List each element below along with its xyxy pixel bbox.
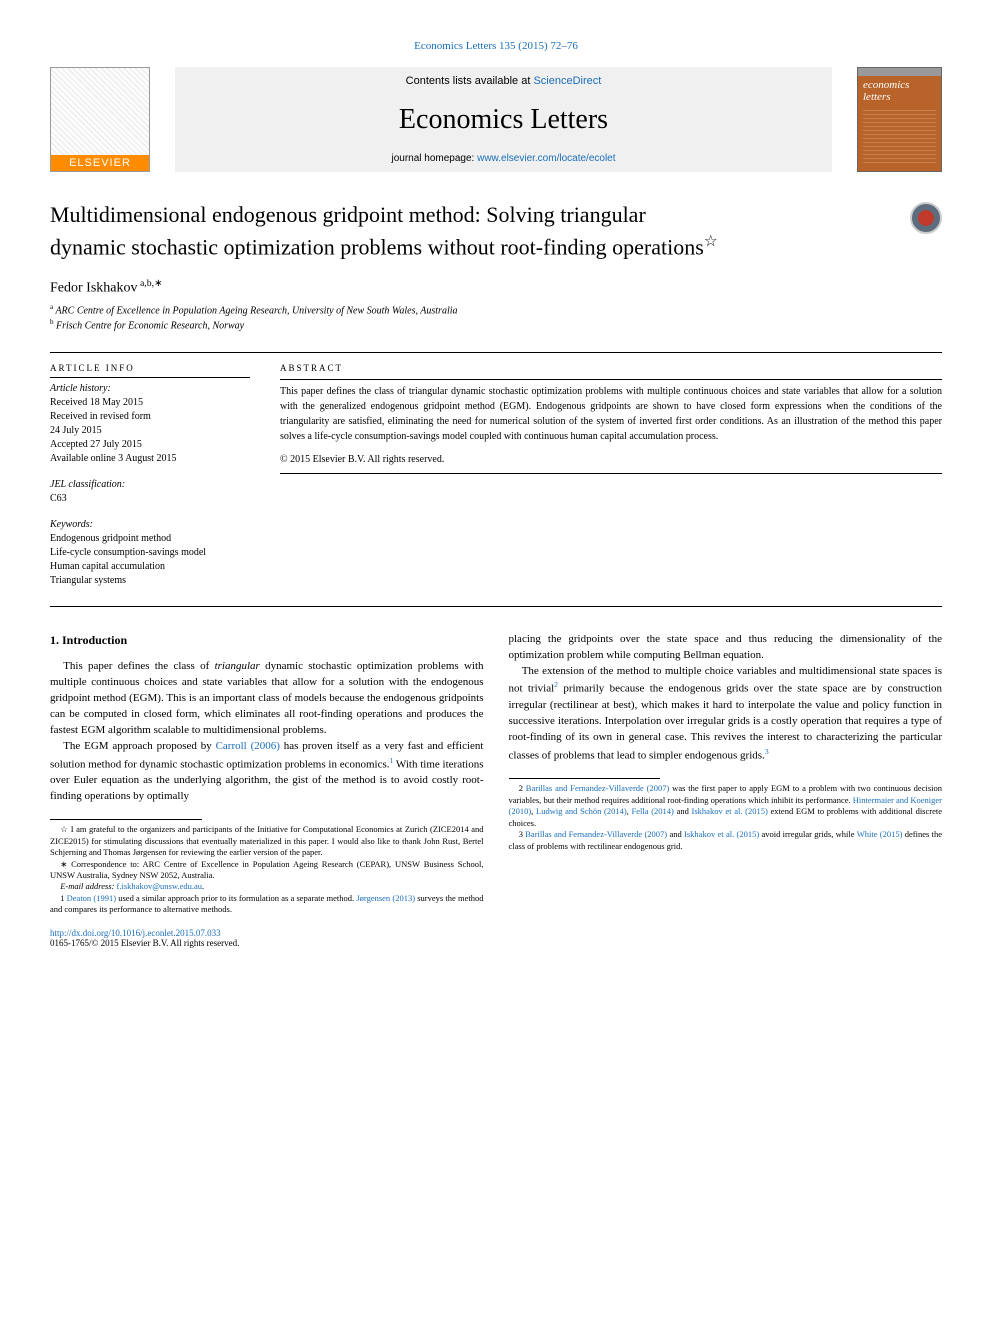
corr-footnote: ∗ Correspondence to: ARC Centre of Excel… bbox=[50, 859, 484, 882]
meta-row: ARTICLE INFO Article history: Received 1… bbox=[50, 363, 942, 588]
received-date: Received 18 May 2015 bbox=[50, 396, 250, 410]
article-info: ARTICLE INFO Article history: Received 1… bbox=[50, 363, 250, 588]
ref-iskhakov[interactable]: Iskhakov et al. (2015) bbox=[692, 806, 768, 816]
cover-lines bbox=[863, 107, 936, 166]
ref-ludwig[interactable]: Ludwig and Schön (2014) bbox=[536, 806, 627, 816]
ref-barillas[interactable]: Barillas and Fernandez-Villaverde (2007) bbox=[526, 783, 670, 793]
author-affil-marks: a,b,∗ bbox=[138, 278, 163, 289]
homepage-line: journal homepage: www.elsevier.com/locat… bbox=[391, 153, 615, 164]
info-divider bbox=[50, 377, 250, 378]
footnote-sep-left bbox=[50, 819, 202, 820]
banner-center: Contents lists available at ScienceDirec… bbox=[175, 67, 832, 172]
title-block: Multidimensional endogenous gridpoint me… bbox=[50, 202, 942, 334]
elsevier-logo-text: ELSEVIER bbox=[51, 155, 149, 171]
kw3: Human capital accumulation bbox=[50, 560, 250, 574]
available-date: Available online 3 August 2015 bbox=[50, 452, 250, 466]
jel-label: JEL classification: bbox=[50, 478, 250, 492]
copyright: © 2015 Elsevier B.V. All rights reserved… bbox=[280, 452, 942, 467]
keywords-label: Keywords: bbox=[50, 518, 250, 532]
footnote-1: 1 Deaton (1991) used a similar approach … bbox=[50, 893, 484, 916]
ref-barillas2[interactable]: Barillas and Fernandez-Villaverde (2007) bbox=[525, 829, 667, 839]
affiliation-b: b Frisch Centre for Economic Research, N… bbox=[50, 318, 942, 333]
subtitle-text: dynamic stochastic optimization problems… bbox=[50, 234, 704, 259]
email-link[interactable]: f.iskhakov@unsw.edu.au bbox=[117, 881, 202, 891]
title-star: ☆ bbox=[704, 233, 718, 250]
journal-cover: economics letters bbox=[857, 67, 942, 172]
article-info-heading: ARTICLE INFO bbox=[50, 363, 250, 373]
jel-codes: C63 bbox=[50, 492, 250, 506]
revised-date: 24 July 2015 bbox=[50, 424, 250, 438]
kw4: Triangular systems bbox=[50, 574, 250, 588]
ref-deaton[interactable]: Deaton (1991) bbox=[67, 893, 116, 903]
footnote-3: 3 Barillas and Fernandez-Villaverde (200… bbox=[509, 829, 943, 852]
left-column: 1. Introduction This paper defines the c… bbox=[50, 632, 484, 916]
affiliation-a: a ARC Centre of Excellence in Population… bbox=[50, 303, 942, 318]
sciencedirect-link[interactable]: ScienceDirect bbox=[533, 75, 601, 87]
footnote-sep-right bbox=[509, 778, 661, 779]
contents-line: Contents lists available at ScienceDirec… bbox=[406, 75, 602, 87]
elsevier-tree-icon bbox=[51, 68, 149, 155]
homepage-link[interactable]: www.elsevier.com/locate/ecolet bbox=[477, 153, 615, 164]
ref-white[interactable]: White (2015) bbox=[857, 829, 903, 839]
abstract-divider-bottom bbox=[280, 473, 942, 474]
kw1: Endogenous gridpoint method bbox=[50, 532, 250, 546]
star-footnote: ☆ I am grateful to the organizers and pa… bbox=[50, 824, 484, 858]
issn-line: 0165-1765/© 2015 Elsevier B.V. All right… bbox=[50, 938, 239, 948]
jel-block: JEL classification: C63 bbox=[50, 478, 250, 506]
abstract-text: This paper defines the class of triangul… bbox=[280, 384, 942, 444]
kw2: Life-cycle consumption-savings model bbox=[50, 546, 250, 560]
p2: The EGM approach proposed by Carroll (20… bbox=[50, 739, 484, 805]
body-columns: 1. Introduction This paper defines the c… bbox=[50, 632, 942, 916]
footnote-2: 2 Barillas and Fernandez-Villaverde (200… bbox=[509, 783, 943, 829]
citation-header: Economics Letters 135 (2015) 72–76 bbox=[50, 40, 942, 52]
divider-bottom bbox=[50, 606, 942, 607]
abstract-divider bbox=[280, 379, 942, 380]
homepage-prefix: journal homepage: bbox=[391, 153, 477, 164]
journal-banner: ELSEVIER Contents lists available at Sci… bbox=[50, 67, 942, 172]
crossmark-icon[interactable] bbox=[910, 202, 942, 234]
ref-carroll[interactable]: Carroll (2006) bbox=[216, 740, 280, 752]
cover-title: economics letters bbox=[863, 79, 936, 103]
author-name: Fedor Iskhakov bbox=[50, 281, 138, 296]
ref-iskhakov2[interactable]: Iskhakov et al. (2015) bbox=[684, 829, 759, 839]
p3: placing the gridpoints over the state sp… bbox=[509, 632, 943, 664]
keywords-block: Keywords: Endogenous gridpoint method Li… bbox=[50, 518, 250, 588]
journal-name: Economics Letters bbox=[399, 104, 608, 136]
article-title-line1: Multidimensional endogenous gridpoint me… bbox=[50, 202, 942, 228]
p1: This paper defines the class of triangul… bbox=[50, 659, 484, 739]
received-revised: Received in revised form bbox=[50, 410, 250, 424]
doi-block: http://dx.doi.org/10.1016/j.econlet.2015… bbox=[50, 928, 942, 948]
ref-fella[interactable]: Fella (2014) bbox=[632, 806, 674, 816]
history-label: Article history: bbox=[50, 382, 250, 396]
p4: The extension of the method to multiple … bbox=[509, 664, 943, 765]
abstract: ABSTRACT This paper defines the class of… bbox=[280, 363, 942, 588]
right-column: placing the gridpoints over the state sp… bbox=[509, 632, 943, 916]
fn-mark-3[interactable]: 3 bbox=[765, 747, 769, 756]
elsevier-logo: ELSEVIER bbox=[50, 67, 150, 172]
affiliations: a ARC Centre of Excellence in Population… bbox=[50, 303, 942, 334]
authors: Fedor Iskhakov a,b,∗ bbox=[50, 278, 942, 297]
divider-top bbox=[50, 352, 942, 353]
email-footnote: E-mail address: f.iskhakov@unsw.edu.au. bbox=[50, 881, 484, 892]
doi-link[interactable]: http://dx.doi.org/10.1016/j.econlet.2015… bbox=[50, 928, 221, 938]
cover-top-bar bbox=[858, 68, 941, 76]
section-heading: 1. Introduction bbox=[50, 632, 484, 649]
abstract-heading: ABSTRACT bbox=[280, 363, 942, 373]
ref-jorgensen[interactable]: Jørgensen (2013) bbox=[356, 893, 415, 903]
contents-prefix: Contents lists available at bbox=[406, 75, 534, 87]
accepted-date: Accepted 27 July 2015 bbox=[50, 438, 250, 452]
article-title-line2: dynamic stochastic optimization problems… bbox=[50, 232, 942, 260]
